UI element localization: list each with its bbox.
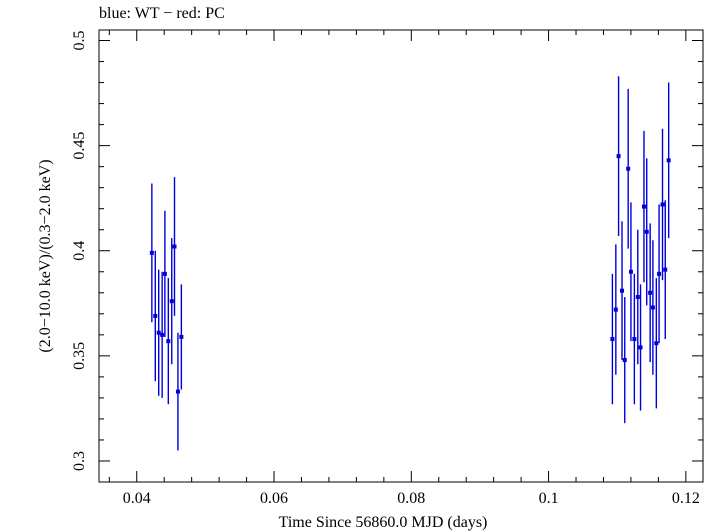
data-point [648, 223, 653, 363]
data-point [657, 204, 662, 344]
y-tick-label: 0.3 [71, 451, 88, 471]
data-point [169, 238, 174, 365]
point-marker [616, 154, 621, 159]
point-marker [644, 229, 649, 234]
point-marker [632, 337, 637, 342]
x-axis-label: Time Since 56860.0 MJD (days) [279, 514, 488, 531]
data-point [149, 183, 154, 323]
point-marker [172, 244, 177, 249]
point-marker [660, 202, 665, 207]
data-point [166, 278, 171, 405]
data-point [153, 250, 158, 382]
point-marker [166, 339, 171, 344]
point-marker [666, 158, 671, 163]
data-point [156, 269, 161, 396]
point-marker [156, 330, 161, 335]
point-marker [620, 288, 625, 293]
data-point [635, 229, 640, 365]
data-point [616, 76, 621, 237]
x-tick-label: 0.08 [397, 490, 425, 507]
data-point [160, 271, 165, 398]
data-point [660, 128, 665, 281]
data-point [644, 158, 649, 306]
data-point [654, 278, 659, 409]
point-marker [175, 389, 180, 394]
y-tick-label: 0.4 [71, 241, 88, 261]
data-point [179, 284, 184, 390]
point-marker [663, 267, 668, 272]
x-tick-label: 0.1 [539, 490, 559, 507]
point-marker [622, 358, 627, 363]
y-tick-label: 0.45 [71, 132, 88, 160]
point-marker [654, 341, 659, 346]
x-tick-label: 0.12 [672, 490, 700, 507]
chart-title: blue: WT − red: PC [99, 5, 225, 22]
data-point [620, 221, 625, 361]
data-point [632, 273, 637, 405]
point-marker [648, 290, 653, 295]
data-point [622, 296, 627, 424]
point-marker [626, 166, 631, 171]
x-tick-label: 0.06 [260, 490, 288, 507]
point-marker [162, 271, 167, 276]
point-marker [641, 204, 646, 209]
point-marker [650, 305, 655, 310]
data-point [175, 332, 180, 451]
data-point [162, 210, 167, 337]
y-axis-label: (2.0−10.0 keV)/(0.3−2.0 keV) [37, 159, 54, 352]
y-tick-label: 0.5 [71, 31, 88, 51]
y-tick-label: 0.35 [71, 342, 88, 370]
data-point [610, 273, 615, 405]
point-marker [610, 337, 615, 342]
point-marker [613, 307, 618, 312]
data-point [641, 130, 646, 283]
data-point [638, 284, 643, 411]
data-point [666, 82, 671, 239]
point-marker [628, 269, 633, 274]
data-point [663, 200, 668, 340]
point-marker [160, 332, 165, 337]
data-points [149, 76, 671, 451]
plot-frame [98, 29, 704, 483]
data-point [172, 177, 177, 316]
point-marker [169, 299, 174, 304]
data-point [613, 244, 618, 375]
data-point [650, 240, 655, 375]
axis-ticks: 0.04 0.06 0.08 0.1 0.12 0.3 0.35 0.4 0.45 0.5 [71, 30, 703, 507]
x-tick-label: 0.04 [123, 490, 151, 507]
data-point [626, 88, 631, 249]
point-marker [179, 334, 184, 339]
point-marker [149, 250, 154, 255]
point-marker [635, 294, 640, 299]
data-point [628, 202, 633, 342]
point-marker [657, 271, 662, 276]
point-marker [153, 313, 158, 318]
point-marker [638, 345, 643, 350]
